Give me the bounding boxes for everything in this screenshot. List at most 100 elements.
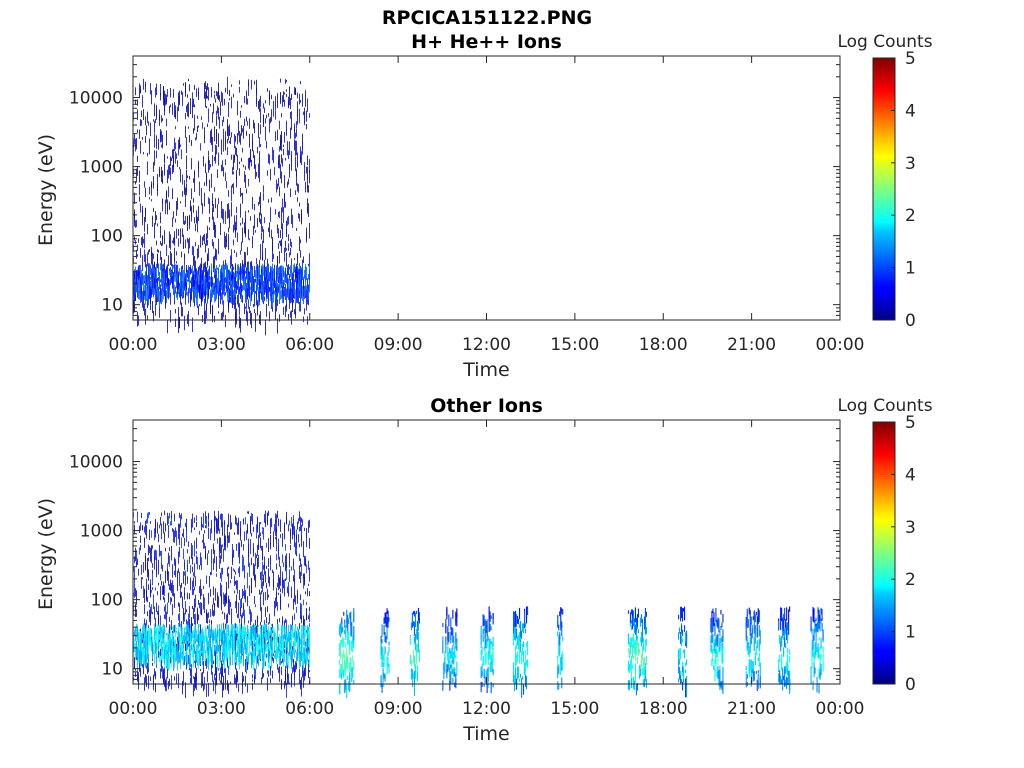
heatmap-cell	[229, 89, 230, 97]
colorbar-tick-label: 3	[905, 154, 916, 174]
heatmap-cell	[233, 239, 234, 246]
heatmap-cell	[169, 647, 170, 651]
heatmap-cell	[156, 574, 157, 578]
heatmap-cell	[201, 201, 202, 206]
heatmap-cell	[283, 144, 284, 147]
heatmap-cell	[273, 268, 274, 279]
heatmap-cell	[307, 166, 308, 180]
heatmap-cell	[217, 169, 218, 178]
heatmap-cell	[279, 655, 280, 666]
heatmap-cell	[183, 636, 184, 651]
heatmap-cell	[135, 605, 136, 610]
heatmap-cell	[153, 176, 154, 186]
heatmap-cell	[263, 565, 264, 570]
heatmap-cell	[168, 594, 169, 600]
heatmap-cell	[297, 152, 298, 166]
heatmap-cell	[258, 163, 259, 178]
heatmap-cell	[208, 550, 209, 554]
heatmap-cell	[265, 248, 266, 260]
heatmap-cell	[256, 266, 257, 271]
heatmap-cell	[156, 104, 157, 118]
heatmap-cell	[137, 109, 138, 120]
heatmap-cell	[186, 651, 187, 663]
heatmap-cell	[294, 666, 295, 679]
heatmap-cell	[162, 170, 163, 184]
heatmap-cell	[303, 640, 304, 646]
heatmap-cell	[260, 592, 261, 602]
heatmap-cell	[299, 290, 300, 298]
heatmap-cell	[251, 263, 252, 268]
heatmap-cell	[293, 288, 294, 294]
heatmap-cell	[228, 126, 229, 141]
heatmap-cell	[279, 146, 280, 152]
heatmap-cell	[340, 642, 342, 650]
heatmap-cell	[263, 632, 264, 644]
heatmap-cell	[300, 239, 301, 244]
heatmap-cell	[224, 264, 225, 274]
heatmap-cell	[169, 636, 170, 653]
heatmap-cell	[183, 212, 184, 225]
heatmap-cell	[183, 289, 184, 298]
heatmap-cell	[149, 197, 150, 200]
heatmap-cell	[198, 173, 199, 178]
heatmap-cell	[272, 641, 273, 658]
heatmap-cell	[255, 668, 256, 680]
heatmap-cell	[215, 229, 216, 238]
heatmap-cell	[309, 269, 310, 285]
heatmap-cell	[353, 625, 355, 640]
heatmap-cell	[271, 266, 272, 283]
heatmap-cell	[305, 287, 306, 297]
heatmap-cell	[219, 116, 220, 129]
heatmap-cell	[410, 660, 412, 666]
heatmap-cell	[280, 266, 281, 277]
heatmap-cell	[239, 566, 240, 577]
heatmap-cell	[304, 619, 305, 630]
heatmap-cell	[137, 99, 138, 106]
heatmap-cell	[260, 572, 261, 580]
heatmap-cell	[190, 577, 191, 591]
heatmap-cell	[301, 280, 302, 284]
heatmap-cell	[169, 284, 170, 298]
heatmap-cell	[137, 647, 138, 653]
heatmap-cell	[201, 641, 202, 650]
heatmap-cell	[202, 203, 203, 214]
heatmap-cell	[193, 654, 194, 668]
heatmap-cell	[256, 270, 257, 279]
heatmap-cell	[243, 591, 244, 596]
heatmap-cell	[162, 585, 163, 595]
heatmap-cell	[184, 587, 185, 596]
heatmap-cell	[239, 646, 240, 663]
heatmap-cell	[247, 265, 248, 270]
heatmap-cell	[196, 555, 197, 564]
heatmap-cell	[186, 137, 187, 154]
heatmap-cell	[171, 253, 172, 267]
heatmap-cell	[174, 625, 175, 633]
heatmap-cell	[151, 638, 152, 642]
heatmap-cell	[271, 632, 272, 641]
heatmap-cell	[230, 271, 231, 288]
heatmap-cell	[178, 630, 179, 641]
heatmap-cell	[284, 641, 285, 646]
heatmap-cell	[226, 614, 227, 626]
heatmap-cell	[203, 235, 204, 241]
heatmap-cell	[134, 556, 135, 564]
heatmap-cell	[290, 645, 291, 652]
heatmap-cell	[166, 118, 167, 127]
heatmap-cell	[247, 277, 248, 292]
heatmap-cell	[194, 279, 195, 287]
heatmap-cell	[262, 527, 263, 530]
heatmap-cell	[143, 296, 144, 309]
heatmap-cell	[302, 625, 303, 640]
heatmap-cell	[168, 186, 169, 198]
heatmap-cell	[294, 309, 295, 315]
heatmap-cell	[288, 234, 289, 242]
heatmap-cell	[137, 244, 138, 251]
heatmap-cell	[160, 284, 161, 288]
heatmap-cell	[153, 119, 154, 122]
colorbar-tick-label: 4	[905, 101, 916, 121]
heatmap-cell	[260, 277, 261, 281]
heatmap-cell	[259, 281, 260, 290]
heatmap-cell	[157, 249, 158, 253]
heatmap-cell	[341, 670, 343, 680]
y-axis-label: Energy (eV)	[35, 134, 57, 246]
